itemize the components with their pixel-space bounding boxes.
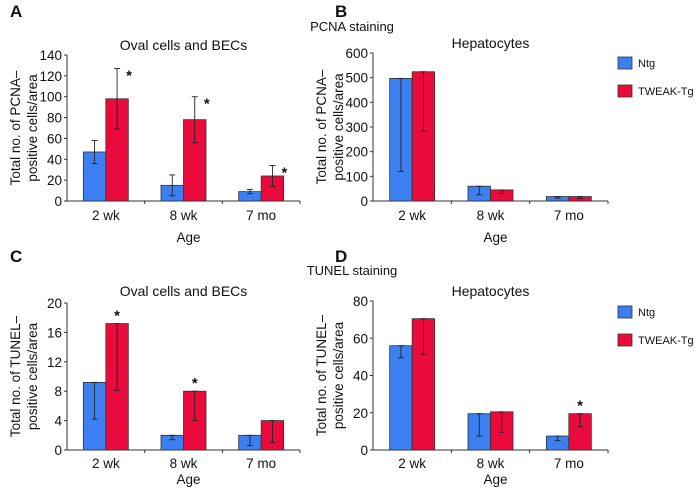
- y-axis-label: Total no. of TUNEL– positive cells/area: [8, 315, 40, 437]
- x-axis-label: Age: [483, 230, 507, 245]
- y-tick-label: 120: [39, 69, 62, 84]
- legend-swatch-tweak-tg: [617, 84, 633, 98]
- panel-label: A: [10, 2, 22, 21]
- y-tick-label: 0: [360, 194, 368, 209]
- y-tick-label: 80: [353, 294, 368, 309]
- panel-label: D: [335, 247, 347, 266]
- y-tick-label: 60: [353, 331, 368, 346]
- x-tick-label: 7 mo: [246, 456, 276, 471]
- panel-title: Hepatocytes: [452, 35, 530, 51]
- significance-star: *: [114, 308, 120, 325]
- y-tick-label: 40: [353, 369, 368, 384]
- y-tick-label: 0: [360, 443, 368, 458]
- y-tick-label: 80: [47, 111, 62, 126]
- y-tick-label: 100: [39, 90, 62, 105]
- significance-star: *: [281, 165, 287, 182]
- y-tick-label: 20: [353, 406, 368, 421]
- x-tick-label: 7 mo: [246, 208, 276, 223]
- panel-title: Oval cells and BECs: [120, 37, 248, 53]
- panel-D: D Hepatocytes 0 20 40 60 80 Total no. of TUNEL–…: [314, 247, 694, 487]
- legend-label: TWEAK-Tg: [638, 86, 694, 98]
- significance-star: *: [577, 398, 583, 415]
- panel-label: C: [10, 247, 22, 266]
- x-tick-label: 7 mo: [554, 456, 584, 471]
- y-tick-label: 12: [47, 355, 62, 370]
- y-tick-label: 20: [47, 173, 62, 188]
- legend-label: TWEAK-Tg: [638, 335, 694, 347]
- y-axis-label-line: positive cells/area: [25, 74, 40, 182]
- y-tick-label: 40: [47, 152, 62, 167]
- x-tick-label: 8 wk: [170, 456, 198, 471]
- y-axis-label-line: positive cells/area: [331, 73, 346, 181]
- y-tick-label: 500: [345, 71, 368, 86]
- legend: Ntg TWEAK-Tg: [617, 305, 694, 347]
- panel-title: Hepatocytes: [452, 283, 530, 299]
- legend-label: Ntg: [638, 307, 655, 319]
- y-axis-label-line: positive cells/area: [331, 321, 346, 429]
- y-tick-label: 0: [54, 194, 62, 209]
- y-axis-label: Total no. of PCNA– positive cells/area: [8, 70, 40, 185]
- y-axis-label-line: Total no. of TUNEL–: [8, 315, 23, 437]
- section-title-pcna: PCNA staining: [310, 19, 394, 34]
- y-tick-label: 4: [54, 414, 62, 429]
- panel-C: C Oval cells and BECs 0 4 8 12 16 20 Total no. o…: [8, 247, 301, 487]
- y-tick-label: 200: [345, 145, 368, 160]
- y-tick-label: 140: [39, 48, 62, 63]
- x-tick-label: 7 mo: [554, 208, 584, 223]
- x-axis-label: Age: [483, 472, 507, 487]
- legend-swatch-ntg: [617, 56, 633, 70]
- x-axis-label: Age: [176, 230, 200, 245]
- x-axis-label: Age: [176, 472, 200, 487]
- y-tick-label: 20: [47, 296, 62, 311]
- y-tick-label: 0: [54, 443, 62, 458]
- bar-ntg-2wk: [389, 345, 413, 451]
- legend: Ntg TWEAK-Tg: [617, 56, 694, 98]
- y-axis-label-line: Total no. of PCNA–: [314, 69, 329, 184]
- y-tick-label: 8: [54, 384, 62, 399]
- panel-label: B: [335, 2, 347, 21]
- legend-label: Ntg: [638, 58, 655, 70]
- y-tick-label: 400: [345, 95, 368, 110]
- legend-swatch-ntg: [617, 305, 633, 319]
- panel-A: A Oval cells and BECs 0 20 40 60 80 100 120 140 To…: [8, 2, 301, 245]
- panel-title: Oval cells and BECs: [120, 283, 248, 299]
- significance-star: *: [126, 68, 132, 85]
- x-tick-label: 8 wk: [477, 208, 505, 223]
- significance-star: *: [204, 96, 210, 113]
- y-tick-label: 600: [345, 46, 368, 61]
- x-tick-label: 2 wk: [92, 208, 120, 223]
- y-tick-label: 100: [345, 169, 368, 184]
- legend-swatch-tweak-tg: [617, 333, 633, 347]
- section-title-tunel: TUNEL staining: [307, 263, 398, 278]
- x-tick-label: 2 wk: [398, 456, 426, 471]
- x-tick-label: 8 wk: [170, 208, 198, 223]
- y-axis-label-line: Total no. of PCNA–: [8, 70, 23, 185]
- y-tick-label: 300: [345, 120, 368, 135]
- y-tick-label: 16: [47, 325, 62, 340]
- y-axis-label-line: positive cells/area: [25, 322, 40, 430]
- significance-star: *: [192, 375, 198, 392]
- y-axis-label: Total no. of PCNA– positive cells/area: [314, 69, 346, 184]
- x-tick-label: 8 wk: [477, 456, 505, 471]
- y-tick-label: 60: [47, 131, 62, 146]
- panel-B: B Hepatocytes 0 100 200 300 400 500 600 Total no.…: [314, 2, 694, 245]
- x-tick-label: 2 wk: [92, 456, 120, 471]
- y-axis-label: Total no. of TUNEL– positive cells/area: [314, 314, 346, 436]
- y-axis-label-line: Total no. of TUNEL–: [314, 314, 329, 436]
- x-tick-label: 2 wk: [398, 208, 426, 223]
